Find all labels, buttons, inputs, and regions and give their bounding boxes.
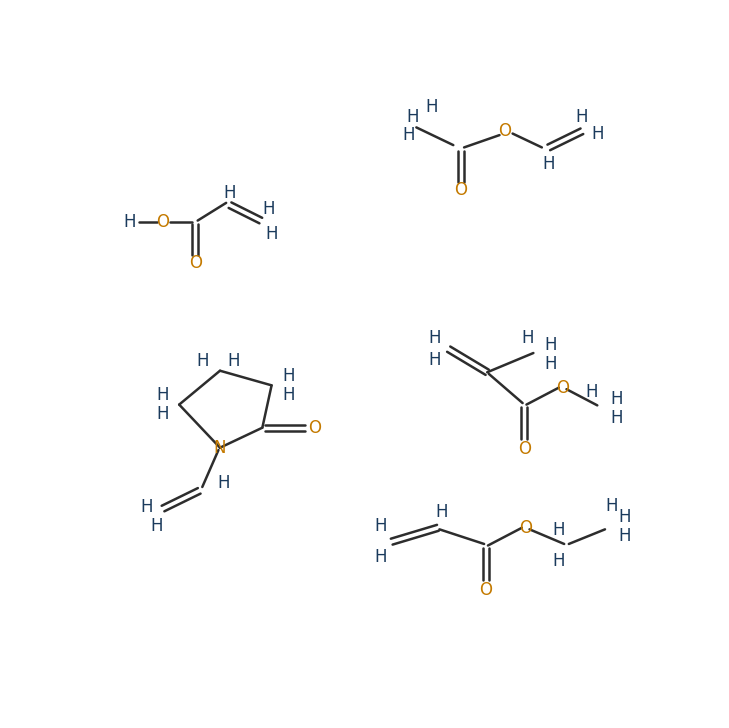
Text: O: O xyxy=(308,419,321,437)
Text: H: H xyxy=(282,367,295,385)
Text: H: H xyxy=(282,386,295,403)
Text: O: O xyxy=(454,181,467,199)
Text: H: H xyxy=(374,518,386,535)
Text: H: H xyxy=(544,355,556,373)
Text: H: H xyxy=(374,548,386,566)
Text: H: H xyxy=(585,382,599,400)
Text: H: H xyxy=(224,184,236,202)
Text: H: H xyxy=(591,124,604,143)
Text: H: H xyxy=(544,336,556,355)
Text: O: O xyxy=(156,213,168,231)
Text: H: H xyxy=(429,351,441,369)
Text: H: H xyxy=(553,552,565,570)
Text: H: H xyxy=(610,408,623,427)
Text: H: H xyxy=(521,328,534,347)
Text: H: H xyxy=(542,155,555,173)
Text: H: H xyxy=(197,352,209,371)
Text: O: O xyxy=(519,519,532,537)
Text: O: O xyxy=(518,440,531,458)
Text: O: O xyxy=(189,254,202,272)
Text: H: H xyxy=(262,200,275,218)
Text: H: H xyxy=(553,521,565,539)
Text: H: H xyxy=(618,508,631,526)
Text: O: O xyxy=(556,379,569,397)
Text: N: N xyxy=(214,439,226,456)
Text: H: H xyxy=(156,387,168,404)
Text: H: H xyxy=(429,329,441,347)
Text: H: H xyxy=(265,225,278,242)
Text: O: O xyxy=(499,122,512,141)
Text: H: H xyxy=(618,526,631,545)
Text: H: H xyxy=(426,98,438,116)
Text: H: H xyxy=(217,474,230,492)
Text: H: H xyxy=(156,405,168,423)
Text: H: H xyxy=(227,352,240,371)
Text: H: H xyxy=(141,498,153,516)
Text: H: H xyxy=(435,503,448,521)
Text: H: H xyxy=(406,108,418,126)
Text: H: H xyxy=(605,497,617,515)
Text: H: H xyxy=(124,213,136,231)
Text: H: H xyxy=(576,108,588,126)
Text: H: H xyxy=(151,518,163,535)
Text: O: O xyxy=(479,581,492,599)
Text: H: H xyxy=(402,126,415,144)
Text: H: H xyxy=(610,390,623,408)
